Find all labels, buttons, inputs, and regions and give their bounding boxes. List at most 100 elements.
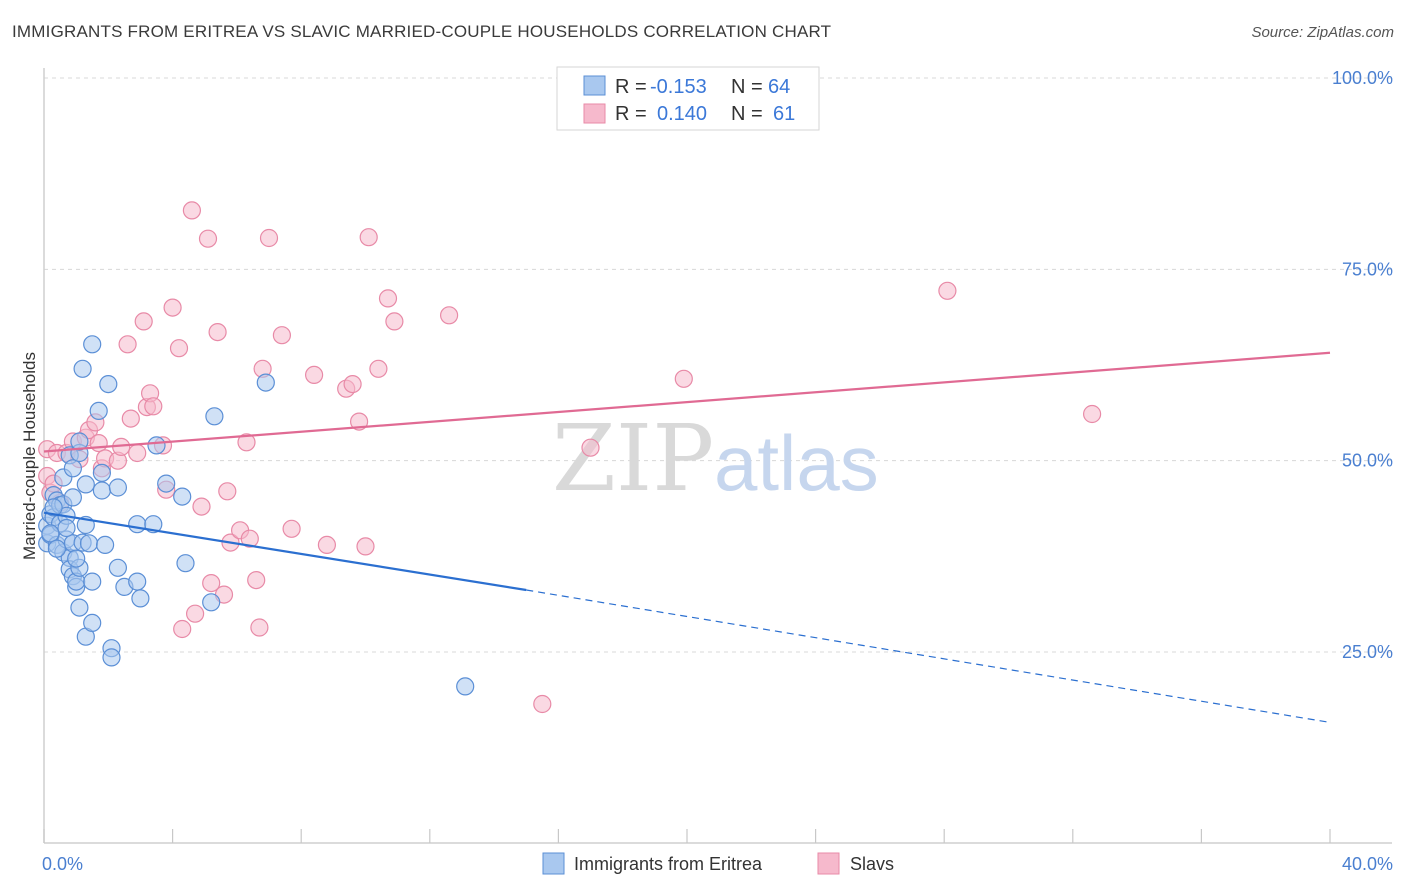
slavs-point-12 bbox=[89, 434, 108, 453]
slavs-point-31 bbox=[192, 497, 211, 516]
eritrea-point-57 bbox=[256, 373, 275, 392]
slavs-point-40 bbox=[240, 529, 259, 548]
eritrea-point-38 bbox=[92, 463, 112, 482]
legend-swatch-slavs bbox=[583, 103, 606, 124]
eritrea-point-51 bbox=[147, 436, 166, 455]
slavs-point-48 bbox=[317, 535, 336, 555]
slavs-point-27 bbox=[169, 339, 189, 358]
eritrea-point-43 bbox=[102, 648, 121, 667]
y-tick-label-75: 75.0% bbox=[1342, 259, 1393, 279]
eritrea-point-52 bbox=[157, 474, 176, 493]
y-axis-label: Married-couple Households bbox=[20, 352, 39, 560]
slavs-point-44 bbox=[259, 228, 279, 248]
eritrea-point-44 bbox=[108, 558, 128, 577]
eritrea-point-40 bbox=[95, 535, 115, 555]
slavs-point-41 bbox=[247, 570, 266, 590]
eritrea-point-36 bbox=[83, 335, 102, 354]
eritrea-point-37 bbox=[89, 401, 108, 420]
x-ticks bbox=[43, 829, 1331, 843]
slavs-point-51 bbox=[350, 412, 369, 431]
slavs-point-56 bbox=[385, 312, 404, 331]
slavs-point-26 bbox=[163, 298, 182, 317]
eritrea-point-21 bbox=[63, 459, 83, 478]
chart-title: IMMIGRANTS FROM ERITREA VS SLAVIC MARRIE… bbox=[12, 22, 832, 41]
slavs-point-17 bbox=[118, 335, 137, 354]
y-tick-label-100: 100.0% bbox=[1332, 68, 1393, 88]
eritrea-point-62 bbox=[44, 498, 63, 517]
slavs-point-19 bbox=[128, 443, 147, 463]
y-tick-labels: 25.0% 50.0% 75.0% 100.0% bbox=[1332, 68, 1393, 662]
slavs-point-46 bbox=[282, 519, 301, 538]
eritrea-point-49 bbox=[131, 589, 150, 608]
watermark-atlas: atlas bbox=[714, 419, 879, 507]
legend-bottom-label-slavs: Slavs bbox=[850, 854, 894, 874]
slavs-point-42 bbox=[250, 618, 269, 637]
eritrea-points bbox=[38, 335, 475, 696]
slavs-point-29 bbox=[182, 201, 201, 220]
eritrea-point-56 bbox=[205, 407, 224, 426]
legend-r-label-eritrea: R = bbox=[615, 76, 647, 98]
slavs-point-32 bbox=[198, 229, 218, 248]
slavs-point-45 bbox=[272, 326, 291, 345]
legend-r-value-eritrea: -0.153 bbox=[650, 76, 707, 98]
x-tick-label-max: 40.0% bbox=[1342, 854, 1393, 874]
eritrea-point-63 bbox=[57, 518, 76, 538]
trend-lines bbox=[43, 351, 1331, 724]
slavs-point-54 bbox=[369, 359, 388, 378]
slavs-point-50 bbox=[343, 375, 362, 394]
slavs-point-61 bbox=[938, 281, 957, 300]
watermark-zip: ZIP bbox=[552, 405, 714, 512]
eritrea-point-28 bbox=[73, 359, 92, 378]
legend-bottom-label-eritrea: Immigrants from Eritrea bbox=[574, 854, 763, 874]
eritrea-point-34 bbox=[83, 613, 102, 633]
x-tick-label-min: 0.0% bbox=[42, 854, 83, 874]
legend-bottom: Immigrants from Eritrea Slavs bbox=[542, 852, 894, 875]
slavs-point-62 bbox=[1082, 404, 1102, 424]
slavs-trend-line bbox=[43, 351, 1331, 453]
slavs-point-34 bbox=[208, 323, 227, 342]
source-credit: Source: ZipAtlas.com bbox=[1251, 24, 1394, 41]
slavs-point-52 bbox=[356, 537, 375, 556]
slavs-points bbox=[38, 201, 1102, 714]
eritrea-point-41 bbox=[99, 375, 118, 394]
y-tick-label-25: 25.0% bbox=[1342, 642, 1393, 662]
legend-r-label-slavs: R = bbox=[615, 103, 647, 125]
eritrea-point-59 bbox=[41, 524, 60, 543]
legend-bottom-swatch-eritrea bbox=[542, 852, 565, 875]
slavs-point-57 bbox=[440, 306, 459, 325]
slavs-point-39 bbox=[237, 433, 256, 452]
legend-r-value-slavs: 0.140 bbox=[657, 103, 707, 125]
slavs-point-33 bbox=[202, 573, 221, 593]
eritrea-point-53 bbox=[173, 487, 192, 506]
legend-top: R = -0.153 N = 64 R = 0.140 N = 61 bbox=[556, 66, 820, 131]
slavs-point-36 bbox=[218, 482, 237, 501]
slavs-point-18 bbox=[121, 409, 140, 428]
slavs-point-58 bbox=[533, 694, 552, 714]
legend-swatch-eritrea bbox=[583, 75, 606, 96]
legend-n-value-eritrea: 64 bbox=[768, 76, 790, 98]
slavs-point-53 bbox=[359, 228, 378, 247]
slavs-point-60 bbox=[674, 369, 693, 388]
eritrea-point-58 bbox=[456, 677, 475, 696]
eritrea-point-47 bbox=[128, 572, 147, 591]
slavs-point-23 bbox=[144, 397, 163, 416]
eritrea-point-20 bbox=[63, 488, 83, 507]
slavs-point-59 bbox=[581, 438, 600, 457]
gridlines bbox=[44, 77, 1392, 653]
eritrea-point-33 bbox=[79, 534, 99, 553]
watermark: ZIP atlas bbox=[552, 405, 879, 512]
eritrea-trend-line bbox=[43, 511, 527, 592]
eritrea-point-35 bbox=[83, 572, 102, 591]
slavs-point-20 bbox=[134, 312, 153, 331]
eritrea-point-55 bbox=[202, 593, 221, 612]
eritrea-point-54 bbox=[176, 554, 195, 573]
legend-n-label-eritrea: N = bbox=[731, 76, 763, 98]
slavs-point-55 bbox=[378, 289, 398, 308]
legend-n-label-slavs: N = bbox=[731, 103, 763, 125]
eritrea-point-27 bbox=[70, 432, 89, 451]
eritrea-trend-line-extension bbox=[526, 589, 1331, 724]
slavs-point-47 bbox=[305, 365, 324, 384]
eritrea-point-39 bbox=[92, 481, 112, 500]
legend-n-value-slavs: 61 bbox=[773, 103, 795, 125]
